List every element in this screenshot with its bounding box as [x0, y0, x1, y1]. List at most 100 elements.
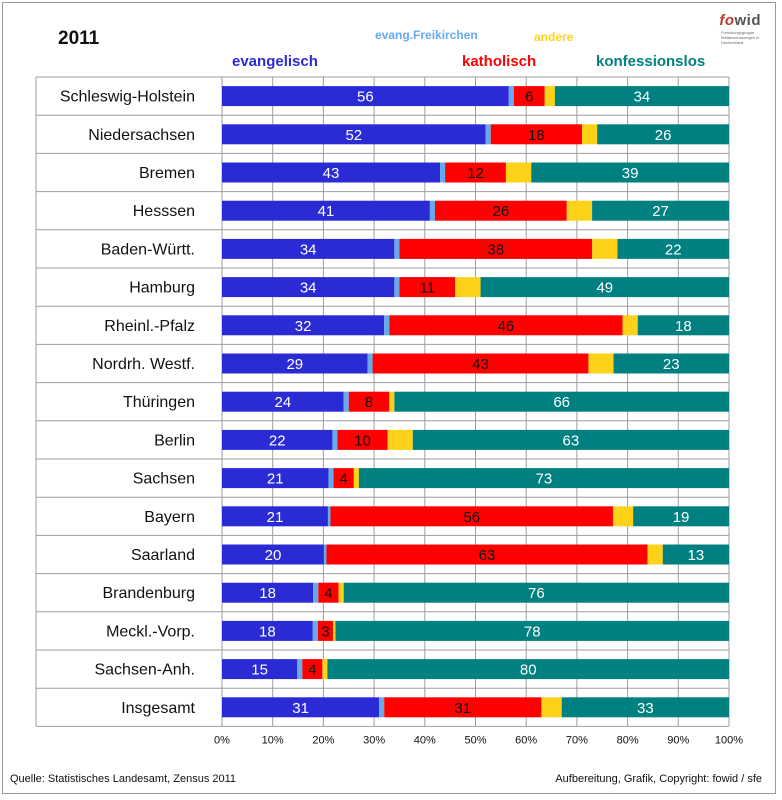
data-label: 63 [479, 547, 496, 564]
category-label: Brandenburg [102, 585, 195, 602]
category-label: Rheinl.-Pfalz [104, 318, 195, 335]
bar-segment [222, 353, 368, 374]
data-label: 31 [292, 700, 309, 717]
bar-segment [338, 582, 344, 603]
bar-segment [429, 200, 435, 221]
bar-segment [588, 353, 614, 374]
bar-segment [343, 582, 729, 603]
bar-segment [332, 429, 338, 450]
bar-segment [327, 506, 331, 527]
x-tick-label: 40% [414, 734, 436, 746]
logo-brand-b: wid [734, 12, 761, 29]
bar-segment [561, 697, 729, 718]
category-label: Nordrh. Westf. [92, 356, 195, 373]
bar-segment [222, 124, 486, 145]
bar-segment [399, 238, 593, 259]
data-label: 29 [286, 356, 303, 373]
bar-segment [597, 124, 729, 145]
bar-segment [222, 277, 395, 298]
data-label: 26 [493, 203, 510, 220]
bar-segment [335, 620, 729, 641]
data-label: 19 [673, 509, 690, 526]
bar-segment [348, 391, 390, 412]
legend-katholisch: katholisch [462, 53, 537, 70]
category-label: Schleswig-Holstein [60, 89, 195, 106]
bar-segment [592, 200, 729, 221]
bar-segment [312, 620, 318, 641]
bar-segment [332, 620, 336, 641]
data-label: 43 [472, 356, 489, 373]
bar-segment [399, 277, 456, 298]
data-label: 6 [525, 89, 533, 106]
bar-segment [505, 162, 532, 183]
bar-segment [326, 544, 648, 565]
bar-segment [372, 353, 589, 374]
category-label: Hamburg [129, 280, 195, 297]
data-label: 22 [269, 432, 286, 449]
category-label: Meckl.-Vorp. [106, 623, 195, 640]
x-tick-label: 90% [667, 734, 689, 746]
data-label: 52 [345, 127, 362, 144]
x-tick-label: 20% [312, 734, 334, 746]
data-label: 24 [274, 394, 291, 411]
legend-konfessionslos: konfessionslos [596, 53, 706, 70]
bar-segment [412, 429, 729, 450]
data-label: 56 [357, 89, 374, 106]
logo-wordmark: fowid [719, 12, 761, 29]
bar-segment [222, 238, 395, 259]
data-label: 12 [467, 165, 484, 182]
bar-segment [662, 544, 729, 565]
bar-segment [333, 468, 354, 489]
category-label: Bayern [144, 509, 195, 526]
x-tick-label: 60% [515, 734, 537, 746]
category-label: Berlin [154, 432, 195, 449]
bar-segment [317, 620, 333, 641]
bar-segment [613, 353, 729, 374]
data-label: 21 [267, 471, 284, 488]
bar-segment [384, 315, 390, 336]
data-label: 22 [665, 241, 682, 258]
data-label: 39 [622, 165, 639, 182]
bar-segment [513, 86, 545, 107]
bar-segment [222, 697, 380, 718]
category-label: Insgesamt [121, 700, 195, 717]
bar-segment [541, 697, 562, 718]
bar-segment [222, 506, 328, 527]
category-label: Saarland [131, 547, 195, 564]
bar-segment [531, 162, 729, 183]
bar-segment [322, 659, 328, 680]
bar-segment [394, 277, 400, 298]
data-label: 76 [528, 585, 545, 602]
data-label: 20 [265, 547, 282, 564]
bar-segment [490, 124, 582, 145]
bar-segment [480, 277, 729, 298]
x-tick-label: 0% [214, 734, 230, 746]
bar-segment [485, 124, 491, 145]
bar-segment [222, 429, 333, 450]
data-label: 4 [340, 471, 348, 488]
bar-segment [394, 238, 400, 259]
bar-segment [222, 200, 430, 221]
bar-segment [389, 391, 395, 412]
data-label: 49 [596, 280, 613, 297]
data-label: 63 [563, 432, 580, 449]
data-label: 41 [318, 203, 335, 220]
data-label: 4 [324, 585, 332, 602]
bar-segment [387, 429, 413, 450]
category-label: Sachsen-Anh. [94, 662, 195, 679]
data-label: 11 [420, 280, 436, 297]
bar-segment [222, 86, 509, 107]
bar-segment [222, 315, 385, 336]
bar-segment [353, 468, 359, 489]
bar-segment [544, 86, 555, 107]
data-label: 8 [365, 394, 373, 411]
bar-segment [581, 124, 598, 145]
category-label: Hesssen [133, 203, 195, 220]
bar-segment [592, 238, 618, 259]
bar-segment [222, 582, 314, 603]
bar-segment [328, 468, 334, 489]
data-label: 46 [498, 318, 515, 335]
bar-segment [337, 429, 388, 450]
x-tick-label: 100% [715, 734, 743, 746]
